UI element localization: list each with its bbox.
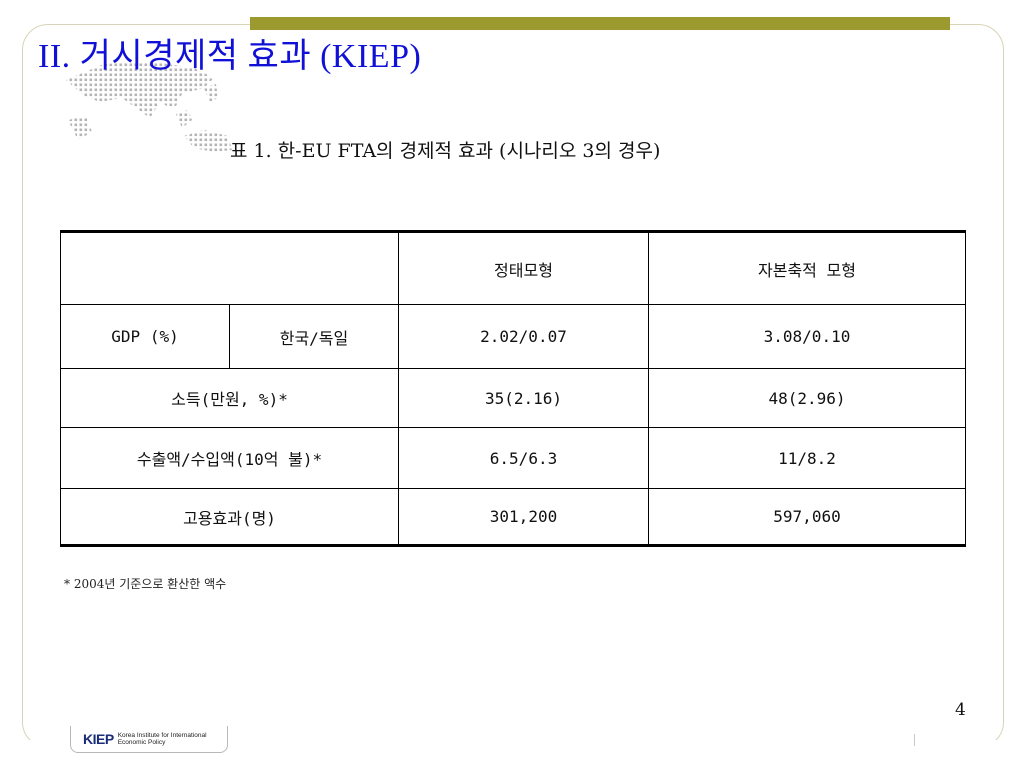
row-label: 소득(만원, %)* (60, 368, 399, 428)
cell-static: 6.5/6.3 (398, 427, 649, 489)
table-header-row: 정태모형 자본축적 모형 (60, 231, 966, 305)
table-row: 고용효과(명) 301,200 597,060 (60, 488, 966, 546)
logo-text: Korea Institute for International Econom… (118, 732, 208, 746)
cell-static: 2.02/0.07 (398, 304, 649, 369)
row-label: 수출액/수입액(10억 불)* (60, 427, 399, 489)
table-row: GDP (%) 한국/독일 2.02/0.07 3.08/0.10 (60, 304, 966, 369)
table-row: 소득(만원, %)* 35(2.16) 48(2.96) (60, 368, 966, 428)
cell-static: 35(2.16) (398, 368, 649, 428)
header-cell-empty (60, 231, 399, 305)
table-footnote: * 2004년 기준으로 환산한 액수 (64, 577, 227, 591)
cell-capital: 3.08/0.10 (648, 304, 966, 369)
economic-effects-table: 정태모형 자본축적 모형 GDP (%) 한국/독일 2.02/0.07 3.0… (60, 230, 966, 547)
page-number: 4 (955, 700, 966, 720)
row-label: GDP (%) (60, 304, 230, 369)
header-cell-capital-model: 자본축적 모형 (648, 231, 966, 305)
slide-title: II. 거시경제적 효과 (KIEP) (38, 38, 422, 75)
table-row: 수출액/수입액(10억 불)* 6.5/6.3 11/8.2 (60, 427, 966, 489)
accent-bar (250, 17, 950, 30)
cell-static: 301,200 (398, 488, 649, 546)
row-sublabel: 한국/독일 (229, 304, 399, 369)
header-cell-static-model: 정태모형 (398, 231, 649, 305)
cell-capital: 48(2.96) (648, 368, 966, 428)
world-map-dots-decoration (66, 62, 232, 152)
logo-line-2: Economic Policy (117, 739, 166, 746)
kiep-logo: KIEP Korea Institute for International E… (70, 726, 228, 753)
cell-capital: 597,060 (648, 488, 966, 546)
logo-mark: KIEP (83, 731, 114, 747)
divider (914, 734, 915, 746)
table-caption: 표 1. 한-EU FTA의 경제적 효과 (시나리오 3의 경우) (230, 140, 661, 162)
cell-capital: 11/8.2 (648, 427, 966, 489)
row-label: 고용효과(명) (60, 488, 399, 546)
logo-line-1: Korea Institute for International (117, 732, 207, 739)
